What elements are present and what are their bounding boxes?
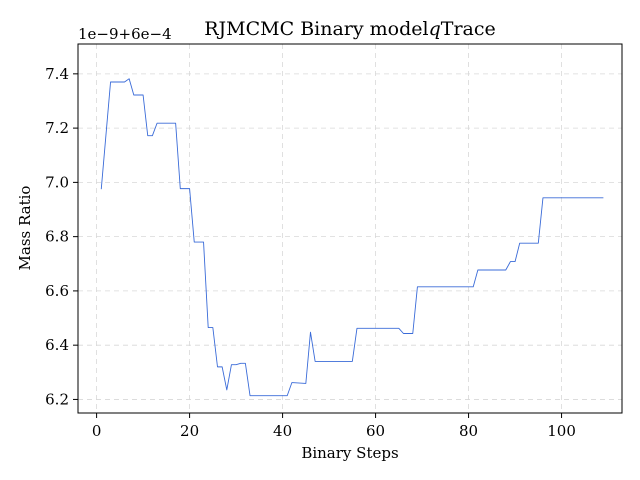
y-tick-label: 6.8 <box>45 228 69 246</box>
x-tick-label: 0 <box>92 422 102 440</box>
x-tick-label: 100 <box>547 422 576 440</box>
y-axis-label: Mass Ratio <box>16 186 34 271</box>
chart-title: RJMCMC Binary modelqTrace <box>204 18 496 40</box>
y-tick-label: 6.2 <box>45 390 69 408</box>
x-tick-label: 20 <box>180 422 199 440</box>
x-tick-label: 60 <box>366 422 385 440</box>
x-axis-ticks: 0 20 40 60 80 100 <box>92 413 576 440</box>
grid-lines <box>78 44 622 413</box>
x-tick-label: 40 <box>273 422 292 440</box>
y-tick-label: 7.4 <box>45 65 69 83</box>
x-tick-label: 80 <box>459 422 478 440</box>
y-axis-ticks: 6.2 6.4 6.6 6.8 7.0 7.2 7.4 <box>45 65 78 408</box>
y-tick-label: 7.2 <box>45 119 69 137</box>
plot-area-frame <box>77 43 623 414</box>
y-tick-label: 7.0 <box>45 173 69 191</box>
series-line <box>100 78 604 397</box>
x-axis-label: Binary Steps <box>301 444 398 462</box>
trace-series <box>100 78 604 397</box>
y-tick-label: 6.4 <box>45 336 69 354</box>
y-tick-label: 6.6 <box>45 282 69 300</box>
y-axis-offset-label: 1e−9+6e−4 <box>78 25 172 43</box>
